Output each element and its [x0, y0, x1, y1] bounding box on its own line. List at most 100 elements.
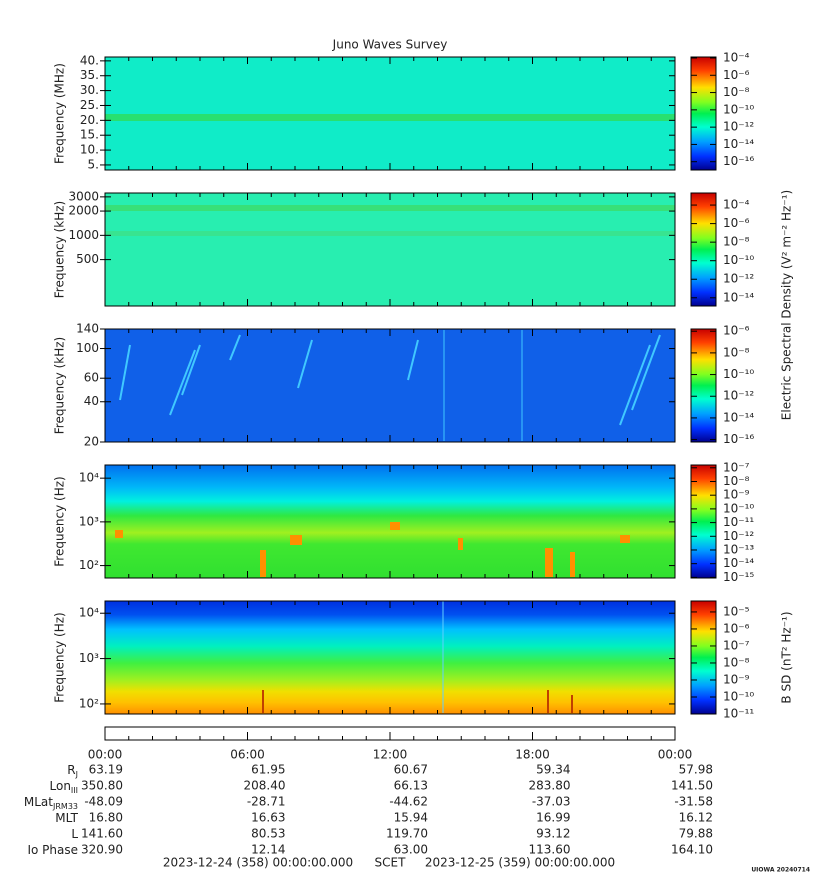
spectrogram-features: [115, 522, 630, 577]
ephemeris-value: 93.12: [536, 827, 570, 841]
colorbar-tick-label: 10⁻⁷: [723, 638, 750, 652]
y-tick-label: 3000: [68, 189, 99, 203]
colorbar: [690, 600, 717, 715]
y-tick-label: 40: [84, 394, 99, 408]
y-tick-label: 2000: [68, 204, 99, 218]
ephemeris-value: -37.03: [532, 795, 571, 809]
y-tick-label: 10²: [79, 558, 99, 572]
colorbar-tick-label: 10⁻¹⁰: [723, 102, 754, 116]
colorbar-tick-label: 10⁻¹²: [723, 529, 754, 543]
ephemeris-value: 57.98: [679, 763, 713, 777]
colorbar-tick-label: 10⁻¹⁰: [723, 501, 754, 515]
y-axis-label: Frequency (kHz): [53, 337, 67, 434]
y-tick-label: 20.: [80, 113, 99, 127]
colorbar-tick-label: 10⁻⁸: [723, 85, 750, 99]
ephemeris-value: 63.00: [394, 843, 428, 857]
y-tick-label: 1000: [68, 228, 99, 242]
colorbar-tick-label: 10⁻¹⁰: [723, 367, 754, 381]
colorbar-tick-label: 10⁻¹⁴: [723, 290, 754, 304]
colorbar-tick-label: 10⁻⁸: [723, 345, 750, 359]
time-tick-label: 18:00: [515, 748, 550, 762]
colorbar-tick-label: 10⁻¹⁴: [723, 556, 754, 570]
scet-label: SCET: [375, 856, 407, 870]
y-tick-label: 10⁴: [79, 471, 99, 485]
spectrogram-features: [262, 601, 573, 713]
y-tick-label: 100: [76, 341, 99, 355]
colorbar-tick-label: 10⁻¹⁶: [723, 432, 754, 446]
colorbar-tick-label: 10⁻¹⁰: [723, 253, 754, 267]
colorbar-tick-label: 10⁻⁴: [723, 50, 750, 64]
ephemeris-value: 320.90: [81, 843, 123, 857]
spectrogram-band: [105, 114, 675, 121]
colorbar-tick-label: 10⁻⁶: [723, 68, 750, 82]
credit: UIOWA 20240714: [751, 867, 810, 874]
ephemeris-value: 350.80: [81, 779, 123, 793]
y-tick-label: 10²: [79, 696, 99, 710]
colorbar-tick-label: 10⁻¹⁴: [723, 137, 754, 151]
time-tick-label: 12:00: [373, 748, 408, 762]
colorbar-label: Electric Spectral Density (V² m⁻² Hz⁻¹): [780, 190, 794, 420]
y-axis-label: Frequency (Hz): [53, 612, 67, 703]
ephemeris-value: 16.99: [536, 811, 570, 825]
ephemeris-value: 141.60: [81, 827, 123, 841]
ephemeris-value: 12.14: [251, 843, 285, 857]
ephemeris-value: -44.62: [389, 795, 428, 809]
time-tick-label: 00:00: [88, 748, 123, 762]
ephemeris-value: 208.40: [244, 779, 286, 793]
y-tick-label: 20: [84, 435, 99, 449]
ephemeris-label: MLatJRM33: [24, 795, 78, 811]
colorbar-tick-label: 10⁻⁶: [723, 621, 750, 635]
y-tick-label: 10³: [79, 514, 99, 528]
colorbar-tick-label: 10⁻¹³: [723, 542, 754, 556]
ephemeris-value: -28.71: [247, 795, 286, 809]
ephemeris-value: 59.34: [536, 763, 570, 777]
colorbar-tick-label: 10⁻⁴: [723, 198, 750, 212]
ephemeris-value: 80.53: [251, 827, 285, 841]
ephemeris-value: -48.09: [84, 795, 123, 809]
ephemeris-value: 16.12: [679, 811, 713, 825]
ephemeris-label-sub: JRM33: [52, 802, 78, 811]
y-axis-label: Frequency (Hz): [53, 476, 67, 567]
colorbar-tick-label: 10⁻⁵: [723, 604, 750, 618]
ephemeris-value: 60.67: [394, 763, 428, 777]
y-tick-label: 15.: [80, 128, 99, 142]
colorbar-tick-label: 10⁻¹⁴: [723, 410, 754, 424]
y-tick-label: 10.: [80, 143, 99, 157]
colorbar-tick-label: 10⁻⁸: [723, 474, 750, 488]
colorbar-tick-label: 10⁻⁷: [723, 460, 750, 474]
spectrogram-band: [105, 231, 675, 236]
ephemeris-label: LonIII: [50, 779, 79, 795]
ephemeris-label-text: L: [71, 827, 78, 841]
y-tick-label: 5.: [88, 157, 99, 171]
colorbar-tick-label: 10⁻¹¹: [723, 707, 754, 721]
spectrogram-images: [104, 57, 676, 741]
colorbar-tick-label: 10⁻⁹: [723, 488, 750, 502]
colorbar-tick-label: 10⁻⁸: [723, 235, 750, 249]
spectrogram: [105, 57, 675, 170]
colorbar: [690, 192, 717, 307]
y-axis-label: Frequency (MHz): [53, 63, 67, 164]
spectrogram: [105, 193, 675, 306]
colorbar-tick-label: 10⁻⁸: [723, 655, 750, 669]
ephemeris-value: -31.58: [674, 795, 713, 809]
y-tick-label: 10⁴: [79, 606, 99, 620]
y-axis-label: Frequency (kHz): [53, 201, 67, 298]
ephemeris-value: 283.80: [529, 779, 571, 793]
colorbar-tick-label: 10⁻⁶: [723, 216, 750, 230]
y-tick-label: 10³: [79, 651, 99, 665]
chart-title: Juno Waves Survey: [332, 38, 448, 52]
colorbar-label: B SD (nT² Hz⁻¹): [780, 611, 794, 703]
colorbar-tick-label: 10⁻¹¹: [723, 515, 754, 529]
scet-start: 2023-12-24 (358) 00:00:00.000: [163, 856, 353, 870]
y-tick-label: 30.: [80, 83, 99, 97]
y-tick-label: 40.: [80, 53, 99, 67]
ephemeris-label: L: [71, 827, 78, 841]
colorbar: [690, 464, 717, 579]
colorbar-tick-label: 10⁻¹⁵: [723, 570, 754, 584]
ephemeris-value: 119.70: [386, 827, 428, 841]
spectrogram: [105, 329, 675, 442]
spectrogram: [105, 601, 675, 714]
ephemeris-label-text: Io Phase: [27, 843, 78, 857]
ephemeris-value: 16.80: [89, 811, 123, 825]
